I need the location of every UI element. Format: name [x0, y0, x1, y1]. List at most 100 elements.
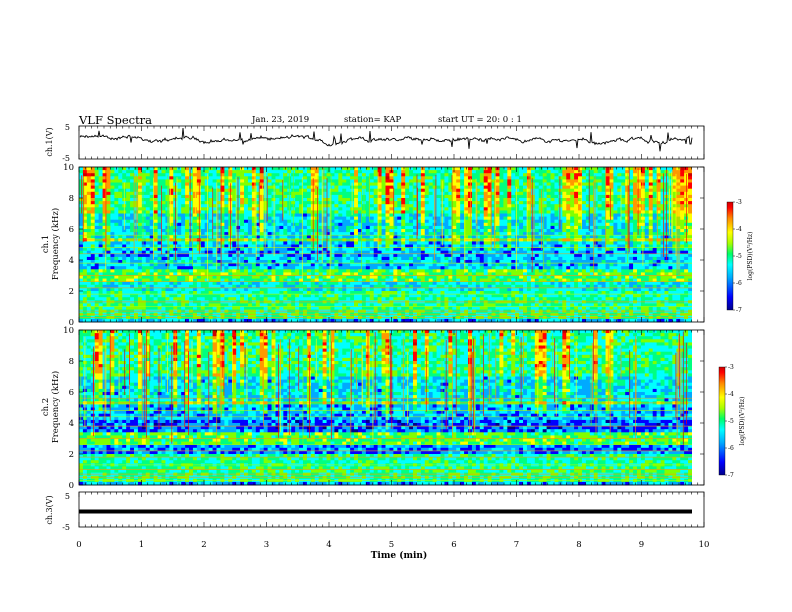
spectrogram-cell: [386, 263, 390, 267]
spectrogram-cell: [319, 269, 323, 273]
spectrogram-cell: [362, 241, 366, 245]
spectrogram-cell: [382, 201, 386, 205]
spectrogram-cell: [264, 170, 268, 174]
spectrogram-cell: [169, 294, 173, 298]
spectrogram-cell: [118, 217, 122, 221]
spectrogram-cell: [346, 248, 350, 252]
spectrogram-cell: [99, 266, 103, 270]
spectrogram-cell: [444, 241, 448, 245]
spectrogram-cell: [334, 248, 338, 252]
spectrogram-cell: [295, 210, 299, 214]
spectrogram-cell: [201, 179, 205, 183]
spectrogram-cell: [386, 229, 390, 233]
spectrogram-cell: [244, 241, 248, 245]
spectrogram-cell: [303, 241, 307, 245]
spectrogram-cell: [103, 257, 107, 261]
spectrogram-cell: [330, 167, 334, 171]
spectrogram-cell: [307, 210, 311, 214]
spectrogram-cell: [409, 223, 413, 227]
spectrogram-cell: [354, 189, 358, 193]
spectrogram-cell: [307, 235, 311, 239]
spectrogram-cell: [110, 170, 114, 174]
spectrogram-cell: [405, 229, 409, 233]
spectrogram-cell: [224, 214, 228, 218]
spectrogram-cell: [405, 207, 409, 211]
spectrogram-cell: [126, 201, 130, 205]
spectrogram-cell: [444, 210, 448, 214]
spectrogram-cell: [240, 167, 244, 171]
spectrogram-cell: [252, 192, 256, 196]
spectrogram-cell: [279, 269, 283, 273]
spectrogram-cell: [252, 204, 256, 208]
spectrogram-cell: [452, 189, 456, 193]
spectrogram-cell: [268, 183, 272, 187]
spectrogram-cell: [417, 170, 421, 174]
spectrogram-cell: [110, 229, 114, 233]
spectrogram-cell: [358, 176, 362, 180]
spectrogram-cell: [338, 173, 342, 177]
spectrogram-cell: [232, 288, 236, 292]
spectrogram-cell: [370, 263, 374, 267]
spectrogram-cell: [421, 297, 425, 301]
spectrogram-cell: [448, 266, 452, 270]
spectrogram-cell: [397, 294, 401, 298]
spectrogram-cell: [441, 294, 445, 298]
spectrogram-cell: [146, 282, 150, 286]
spectrogram-cell: [177, 223, 181, 227]
spectrogram-cell: [228, 170, 232, 174]
spectrogram-cell: [185, 276, 189, 280]
spectrogram-cell: [142, 294, 146, 298]
spectrogram-cell: [224, 207, 228, 211]
spectrogram-cell: [197, 170, 201, 174]
spectrogram-cell: [185, 192, 189, 196]
spectrogram-cell: [386, 288, 390, 292]
spectrogram-cell: [433, 217, 437, 221]
spectrogram-cell: [181, 282, 185, 286]
spectrogram-cell: [91, 288, 95, 292]
spectrogram-cell: [334, 254, 338, 257]
spectrogram-cell: [118, 226, 122, 230]
spectrogram-cell: [452, 217, 456, 221]
spectrogram-cell: [370, 223, 374, 227]
spectrogram-cell: [342, 217, 346, 221]
spectrogram-cell: [429, 210, 433, 214]
spectrogram-cell: [91, 186, 95, 190]
spectrogram-cell: [177, 179, 181, 183]
spectrogram-cell: [162, 241, 166, 245]
spectrogram-cell: [146, 186, 150, 190]
spectrogram-cell: [126, 173, 130, 177]
spectrogram-cell: [330, 294, 334, 298]
spectrogram-cell: [252, 241, 256, 245]
spectrogram-cell: [382, 282, 386, 286]
spectrogram-cell: [169, 276, 173, 280]
spectrogram-cell: [197, 257, 201, 261]
spectrogram-cell: [205, 248, 209, 252]
spectrogram-cell: [83, 257, 87, 261]
spectrogram-cell: [405, 198, 409, 202]
spectrogram-cell: [248, 254, 252, 257]
spectrogram-cell: [185, 210, 189, 214]
spectrogram-cell: [374, 226, 378, 230]
spectrogram-cell: [441, 257, 445, 261]
spectrogram-cell: [382, 173, 386, 177]
spectrogram-cell: [429, 217, 433, 221]
spectrogram-cell: [126, 294, 130, 298]
spectrogram-cell: [315, 167, 319, 171]
spectrogram-cell: [209, 248, 213, 252]
spectrogram-cell: [421, 183, 425, 187]
spectrogram-cell: [162, 294, 166, 298]
spectrogram-cell: [154, 257, 158, 261]
spectrogram-cell: [433, 214, 437, 218]
spectrogram-cell: [374, 201, 378, 205]
spectrogram-cell: [389, 204, 393, 208]
spectrogram-cell: [268, 226, 272, 230]
spectrogram-cell: [118, 179, 122, 183]
spectrogram-cell: [248, 167, 252, 171]
spectrogram-cell: [201, 201, 205, 205]
spectrogram-cell: [181, 257, 185, 261]
spectrogram-cell: [79, 229, 83, 233]
spectrogram-cell: [118, 294, 122, 298]
spectrogram-cell: [201, 263, 205, 267]
spectrogram-cell: [91, 229, 95, 233]
spectrogram-cell: [334, 204, 338, 208]
